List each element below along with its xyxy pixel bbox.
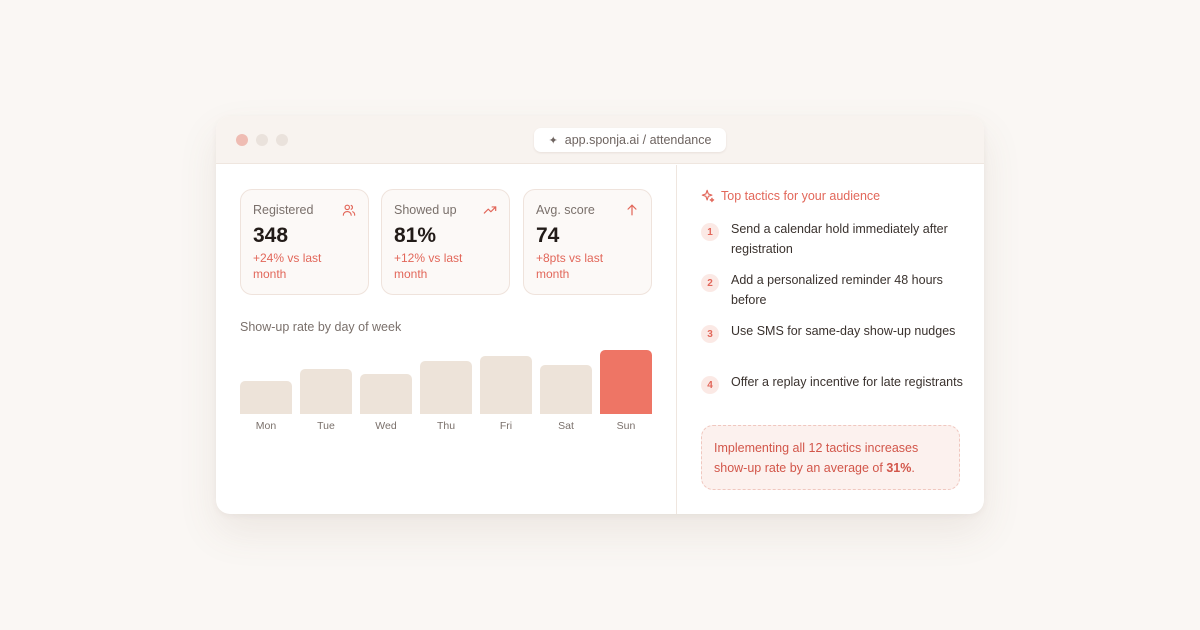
stats-panel: Registered 348 +24% vs last month Showed… xyxy=(216,165,676,514)
trending-up-icon xyxy=(483,206,497,214)
stat-label: Avg. score xyxy=(536,203,595,217)
chart-bar-sun xyxy=(600,350,652,414)
sparkles-icon xyxy=(701,189,715,203)
chart-bar-thu xyxy=(420,361,472,414)
chart-bar-wed xyxy=(360,374,412,414)
tactic-text: Send a calendar hold immediately after r… xyxy=(731,222,948,256)
chart-title: Show-up rate by day of week xyxy=(240,320,402,334)
impact-callout: Implementing all 12 tactics increases sh… xyxy=(701,425,960,490)
stat-card-showed-up: Showed up 81% +12% vs last month xyxy=(381,189,510,295)
show-up-rate-chart: Mon Tue Wed Thu Fri Sat Sun xyxy=(240,350,652,440)
tactic-number: 1 xyxy=(701,223,719,241)
callout-highlight: 31% xyxy=(886,461,912,475)
stat-value: 348 xyxy=(253,224,289,247)
chart-bar-fri xyxy=(480,356,532,414)
tactic-number: 4 xyxy=(701,376,719,394)
stat-value: 74 xyxy=(536,224,560,247)
stat-delta: +24% vs last month xyxy=(253,251,322,281)
tactic-text: Add a personalized reminder 48 hours bef… xyxy=(731,273,943,307)
users-icon xyxy=(342,204,356,216)
callout-text: Implementing all 12 tactics increases sh… xyxy=(714,441,919,475)
chart-tick-label: Wed xyxy=(375,420,397,432)
stat-delta: +8pts vs last month xyxy=(536,251,604,281)
callout-text-end: . xyxy=(911,461,915,475)
chart-tick-label: Tue xyxy=(317,420,335,432)
close-window-dot[interactable] xyxy=(236,134,248,146)
tactics-panel: Top tactics for your audience 1 Send a c… xyxy=(676,165,984,514)
stat-value: 81% xyxy=(394,224,437,247)
chart-tick-label: Mon xyxy=(255,420,277,432)
tactic-text: Offer a replay incentive for late regist… xyxy=(731,375,963,389)
chart-bar-tue xyxy=(300,369,352,414)
stat-label: Showed up xyxy=(394,203,457,217)
chart-tick-label: Sun xyxy=(616,420,636,432)
chart-bar-mon xyxy=(240,381,292,414)
minimize-window-dot[interactable] xyxy=(256,134,268,146)
window-titlebar: ✦ app.sponja.ai / attendance xyxy=(216,116,984,164)
stat-delta: +12% vs last month xyxy=(394,251,463,281)
tactic-number: 3 xyxy=(701,325,719,343)
stat-card-avg-score: Avg. score 74 +8pts vs last month xyxy=(523,189,652,295)
stat-card-registered: Registered 348 +24% vs last month xyxy=(240,189,369,295)
stat-label: Registered xyxy=(253,203,314,217)
window-content: Registered 348 +24% vs last month Showed… xyxy=(216,165,984,514)
arrow-up-icon xyxy=(627,204,637,216)
app-window: ✦ app.sponja.ai / attendance Registered … xyxy=(216,116,984,514)
address-bar[interactable]: ✦ app.sponja.ai / attendance xyxy=(534,128,726,152)
sparkle-icon: ✦ xyxy=(548,134,558,147)
maximize-window-dot[interactable] xyxy=(276,134,288,146)
tactic-number: 2 xyxy=(701,274,719,292)
tactics-title: Top tactics for your audience xyxy=(721,189,881,203)
address-bar-url: app.sponja.ai / attendance xyxy=(564,133,712,147)
tactic-text: Use SMS for same-day show-up nudges xyxy=(731,324,956,338)
chart-bar-sat xyxy=(540,365,592,414)
chart-tick-label: Fri xyxy=(499,420,513,432)
chart-tick-label: Sat xyxy=(558,420,574,432)
chart-tick-label: Thu xyxy=(436,420,456,432)
tactics-header: Top tactics for your audience xyxy=(701,189,880,203)
